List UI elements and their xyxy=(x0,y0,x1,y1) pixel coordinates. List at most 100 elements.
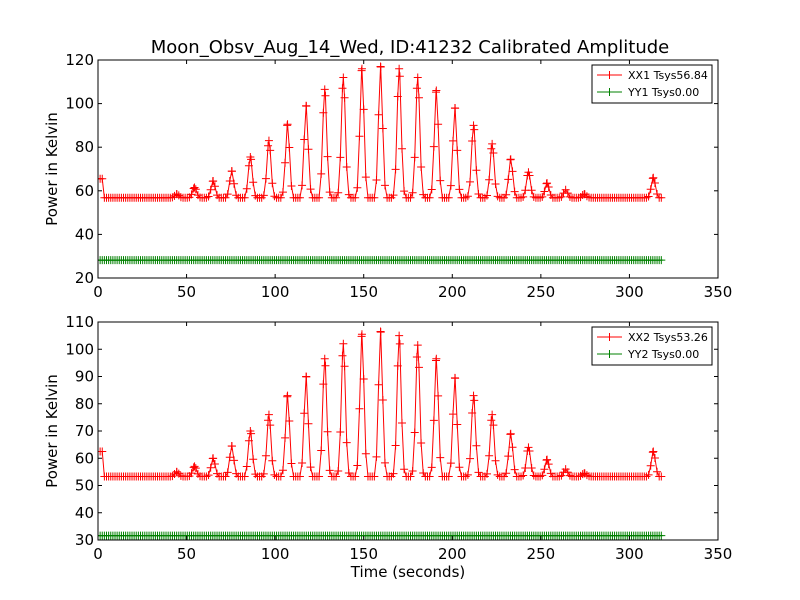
data-point-marker xyxy=(461,193,470,202)
data-point-marker xyxy=(268,456,277,465)
data-point-marker xyxy=(393,361,402,370)
data-point-marker xyxy=(544,460,553,469)
data-point-marker xyxy=(446,459,455,468)
data-point-marker xyxy=(574,472,583,481)
data-point-marker xyxy=(321,91,330,100)
data-point-marker xyxy=(336,428,345,437)
data-point-marker xyxy=(493,192,502,201)
data-point-marker xyxy=(436,176,445,185)
data-point-marker xyxy=(242,184,251,193)
data-point-marker xyxy=(506,155,515,164)
data-point-marker xyxy=(429,142,438,151)
bottom-amplitude-chart: 0 50 100 150 200 250 300 350 30 40 50 60 70 80 90 100 11… xyxy=(43,313,732,581)
data-point-marker xyxy=(461,472,470,481)
data-point-marker xyxy=(463,192,472,201)
data-point-marker xyxy=(317,169,326,178)
data-point-marker xyxy=(432,354,441,363)
data-point-marker xyxy=(351,193,360,202)
data-point-marker xyxy=(357,330,366,339)
data-point-marker xyxy=(427,185,436,194)
data-point-marker xyxy=(251,191,260,200)
data-point-marker xyxy=(240,193,249,202)
data-point-marker xyxy=(359,375,368,384)
data-point-marker xyxy=(561,185,570,194)
data-point-marker xyxy=(259,191,268,200)
data-point-marker xyxy=(240,472,249,481)
data-point-marker xyxy=(264,136,273,145)
data-point-marker xyxy=(302,102,311,111)
data-point-marker xyxy=(397,418,406,427)
legend-box xyxy=(591,64,713,104)
data-point-marker xyxy=(469,121,478,130)
legend-label: YY2 Tsys0.00 xyxy=(627,348,699,361)
data-point-marker xyxy=(417,438,426,447)
data-point-marker xyxy=(653,467,662,476)
data-point-marker xyxy=(334,466,343,475)
data-point-marker xyxy=(455,463,464,472)
data-point-marker xyxy=(395,64,404,73)
data-point-marker xyxy=(206,185,215,194)
data-point-marker xyxy=(323,427,332,436)
data-point-marker xyxy=(209,454,218,463)
data-point-marker xyxy=(650,454,659,463)
x-tick-label: 50 xyxy=(177,545,196,563)
data-point-marker xyxy=(642,193,651,202)
x-tick-label: 350 xyxy=(704,283,733,301)
axes-frame xyxy=(97,59,719,279)
x-tick-label: 250 xyxy=(527,283,556,301)
data-point-marker xyxy=(302,372,311,381)
data-point-marker xyxy=(510,187,519,196)
data-point-marker xyxy=(453,146,462,155)
data-point-marker xyxy=(378,395,387,404)
data-point-marker xyxy=(491,180,500,189)
data-point-marker xyxy=(209,176,218,185)
data-point-marker xyxy=(270,192,279,201)
data-point-marker xyxy=(557,192,566,201)
data-point-marker xyxy=(453,420,462,429)
data-point-marker xyxy=(412,84,421,93)
series-xx-group xyxy=(98,327,666,481)
data-point-marker xyxy=(376,328,385,337)
data-point-marker xyxy=(500,472,509,481)
data-point-marker xyxy=(317,446,326,455)
y-tick-label: 100 xyxy=(65,95,94,113)
data-point-marker xyxy=(524,443,533,452)
data-point-marker xyxy=(491,456,500,465)
data-point-marker xyxy=(508,167,517,176)
data-point-marker xyxy=(176,471,185,480)
data-point-marker xyxy=(380,181,389,190)
data-point-marker xyxy=(508,443,517,452)
data-point-marker xyxy=(298,458,307,467)
data-point-marker xyxy=(540,465,549,474)
data-point-marker xyxy=(400,465,409,474)
data-point-marker xyxy=(468,136,477,145)
data-point-marker xyxy=(546,469,555,478)
data-point-marker xyxy=(281,158,290,167)
data-point-marker xyxy=(247,155,256,164)
data-point-marker xyxy=(527,186,536,195)
y-tick-label: 80 xyxy=(75,138,94,156)
data-point-marker xyxy=(582,471,591,480)
data-point-marker xyxy=(357,64,366,73)
top-amplitude-chart: 0 50 100 150 200 250 300 350 20 40 60 80 100 120 Power… xyxy=(43,51,732,301)
data-point-marker xyxy=(378,124,387,133)
legend-marker xyxy=(605,88,614,96)
data-point-marker xyxy=(244,161,253,170)
legend-box xyxy=(591,326,713,366)
y-tick-label: 50 xyxy=(75,477,94,495)
data-point-marker xyxy=(474,468,483,477)
data-point-marker xyxy=(319,108,328,117)
data-point-marker xyxy=(355,132,364,141)
data-point-marker xyxy=(489,421,498,430)
data-point-marker xyxy=(223,190,232,199)
data-point-marker xyxy=(338,351,347,360)
y-tick-label: 80 xyxy=(75,395,94,413)
data-point-marker xyxy=(353,183,362,192)
x-axis-label: Time (seconds) xyxy=(350,563,466,581)
data-point-marker xyxy=(306,185,315,194)
data-point-marker xyxy=(444,193,453,202)
data-point-marker xyxy=(187,469,196,478)
data-point-marker xyxy=(578,191,587,200)
data-point-marker xyxy=(190,462,199,471)
data-point-marker xyxy=(321,361,330,370)
